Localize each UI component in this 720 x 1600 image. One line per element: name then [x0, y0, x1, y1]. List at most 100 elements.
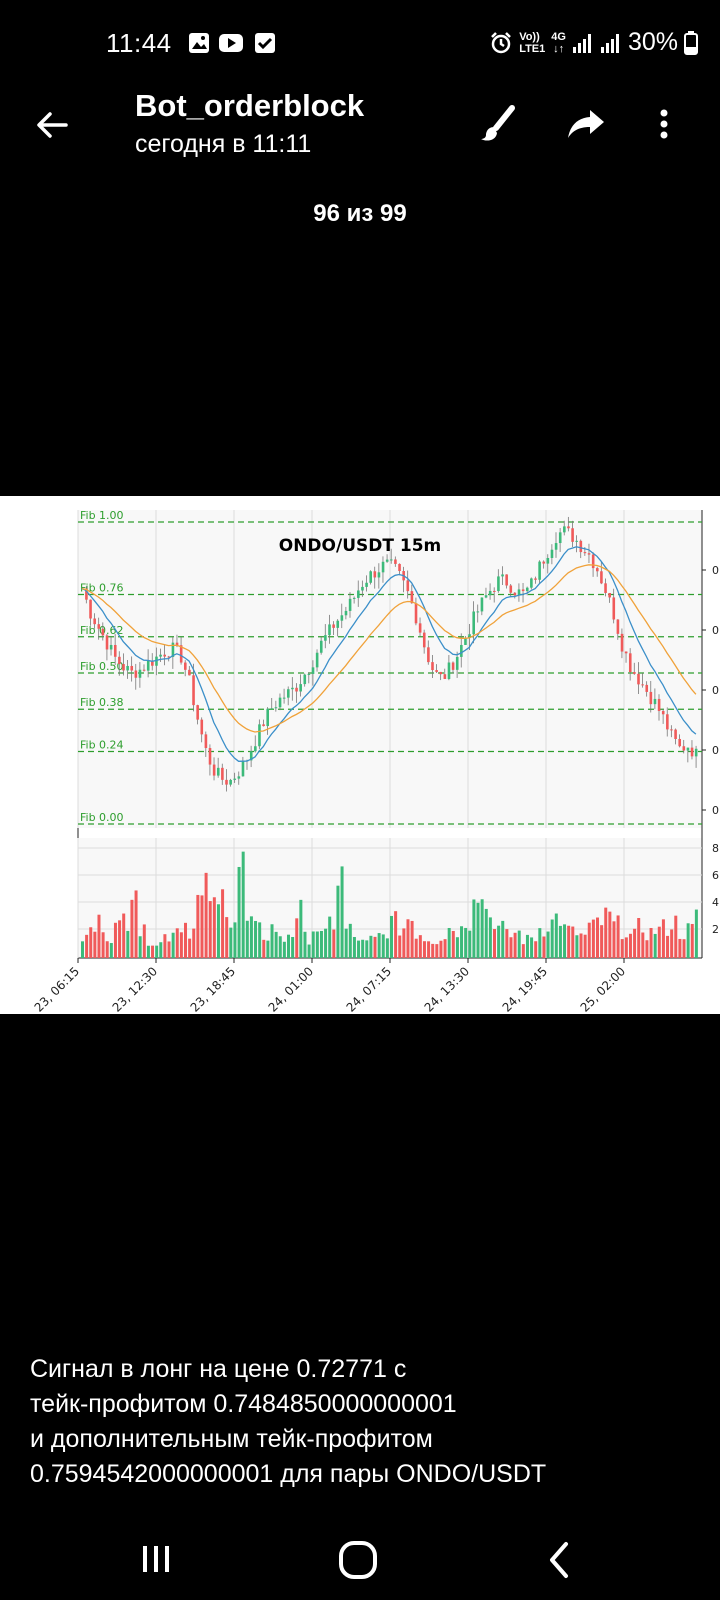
volume-bar: [414, 938, 418, 958]
volume-bar: [443, 939, 447, 958]
candle-body: [410, 591, 414, 604]
volume-bar: [163, 934, 167, 958]
volume-tick-label: 8: [712, 842, 719, 855]
alarm-icon: [491, 31, 512, 53]
recents-icon[interactable]: [126, 1530, 186, 1590]
candle-body: [249, 751, 253, 761]
home-icon[interactable]: [328, 1530, 388, 1590]
chart-image[interactable]: Fib 1.00 Fib 0.76 Fib 0.62 Fib 0.50 Fib 0.38…: [0, 496, 720, 1015]
volume-bar: [365, 940, 369, 958]
candle-body: [142, 669, 146, 671]
volume-tick-label: 4: [712, 896, 719, 909]
volume-tick-label: 6: [712, 869, 719, 882]
volume-bar: [418, 935, 422, 958]
more-options-icon[interactable]: [652, 100, 676, 148]
volume-bar: [571, 926, 575, 958]
image-counter: 96 из 99: [313, 200, 407, 227]
nav-back-icon[interactable]: [530, 1530, 590, 1590]
volume-bar: [155, 945, 159, 958]
fib-label: Fib 0.24: [80, 739, 124, 752]
candle-body: [641, 684, 644, 686]
candle-body: [258, 724, 261, 747]
share-forward-icon[interactable]: [562, 100, 610, 148]
volume-bar: [126, 930, 130, 958]
candle-body: [447, 662, 451, 679]
candle-body: [567, 526, 570, 529]
volume-bar: [344, 928, 348, 958]
volume-bar: [633, 928, 637, 958]
volume-bar: [171, 932, 175, 958]
candle-body: [674, 729, 677, 739]
volume-bar: [200, 895, 204, 958]
candle-body: [468, 634, 471, 639]
volume-bar: [439, 940, 443, 958]
volume-bar: [455, 937, 459, 958]
volume-bar: [105, 941, 109, 958]
volume-bar: [682, 939, 686, 958]
candle-body: [480, 597, 484, 612]
volume-bar: [505, 929, 509, 958]
candle-body: [628, 653, 632, 673]
volume-bar: [291, 937, 295, 958]
volume-bar: [357, 940, 361, 958]
candle-body: [303, 674, 307, 685]
candle-body: [690, 747, 694, 757]
candle-body: [97, 624, 101, 629]
4g-icon: 4G ↓↑: [551, 31, 566, 55]
x-tick-label: 23, 12:30: [110, 964, 161, 1014]
candle-body: [155, 656, 158, 666]
candle-body: [85, 588, 88, 600]
candle-body: [435, 670, 438, 672]
volume-bar: [620, 939, 624, 958]
volume-bar: [624, 937, 628, 958]
candle-body: [538, 561, 541, 580]
volume-bar: [583, 934, 587, 958]
volume-bar: [332, 929, 336, 958]
candle-body: [472, 611, 475, 635]
volume-bar: [385, 938, 389, 958]
volume-bar: [596, 917, 599, 958]
volume-bar: [245, 920, 249, 958]
navigation-bar: [0, 1520, 720, 1600]
candle-body: [216, 767, 220, 776]
candle-body: [171, 642, 175, 657]
volume-tick-label: 2: [712, 923, 719, 936]
candle-body: [406, 580, 410, 592]
candle-body: [394, 559, 397, 564]
moving-averages: [81, 546, 697, 762]
candle-body: [146, 661, 150, 671]
volume-bar: [542, 936, 546, 958]
candles: [81, 516, 698, 792]
volume-bar: [476, 902, 480, 958]
back-arrow-icon[interactable]: [30, 102, 76, 148]
chart-title: ONDO/USDT 15m: [279, 536, 442, 556]
volume-bar: [488, 917, 492, 958]
brush-icon[interactable]: [474, 100, 522, 148]
volume-bar: [299, 899, 303, 958]
candle-body: [299, 684, 302, 692]
volume-bar: [113, 922, 117, 958]
status-right: Vo)) LTE1 4G ↓↑ 30%: [489, 28, 698, 57]
volume-bar: [249, 916, 253, 958]
volume-bar: [282, 941, 286, 958]
candle-body: [175, 642, 179, 646]
candle-body: [554, 543, 558, 550]
x-tick-label: 24, 01:00: [266, 964, 317, 1014]
volume-bar: [641, 932, 645, 958]
candle-body: [645, 684, 649, 692]
volume-bar: [122, 913, 126, 958]
candle-body: [517, 589, 521, 596]
candle-body: [686, 747, 690, 751]
candle-body: [546, 557, 550, 564]
volume-bar: [550, 919, 554, 958]
volume-bar: [694, 909, 698, 958]
candle-body: [670, 729, 673, 731]
candle-body: [357, 590, 360, 598]
volume-bar: [398, 935, 402, 958]
volume-bar: [270, 924, 274, 958]
candle-body: [344, 610, 348, 616]
volume-bar: [109, 943, 113, 958]
volume-bar: [324, 928, 328, 958]
y-tick-label: 0: [712, 564, 719, 577]
